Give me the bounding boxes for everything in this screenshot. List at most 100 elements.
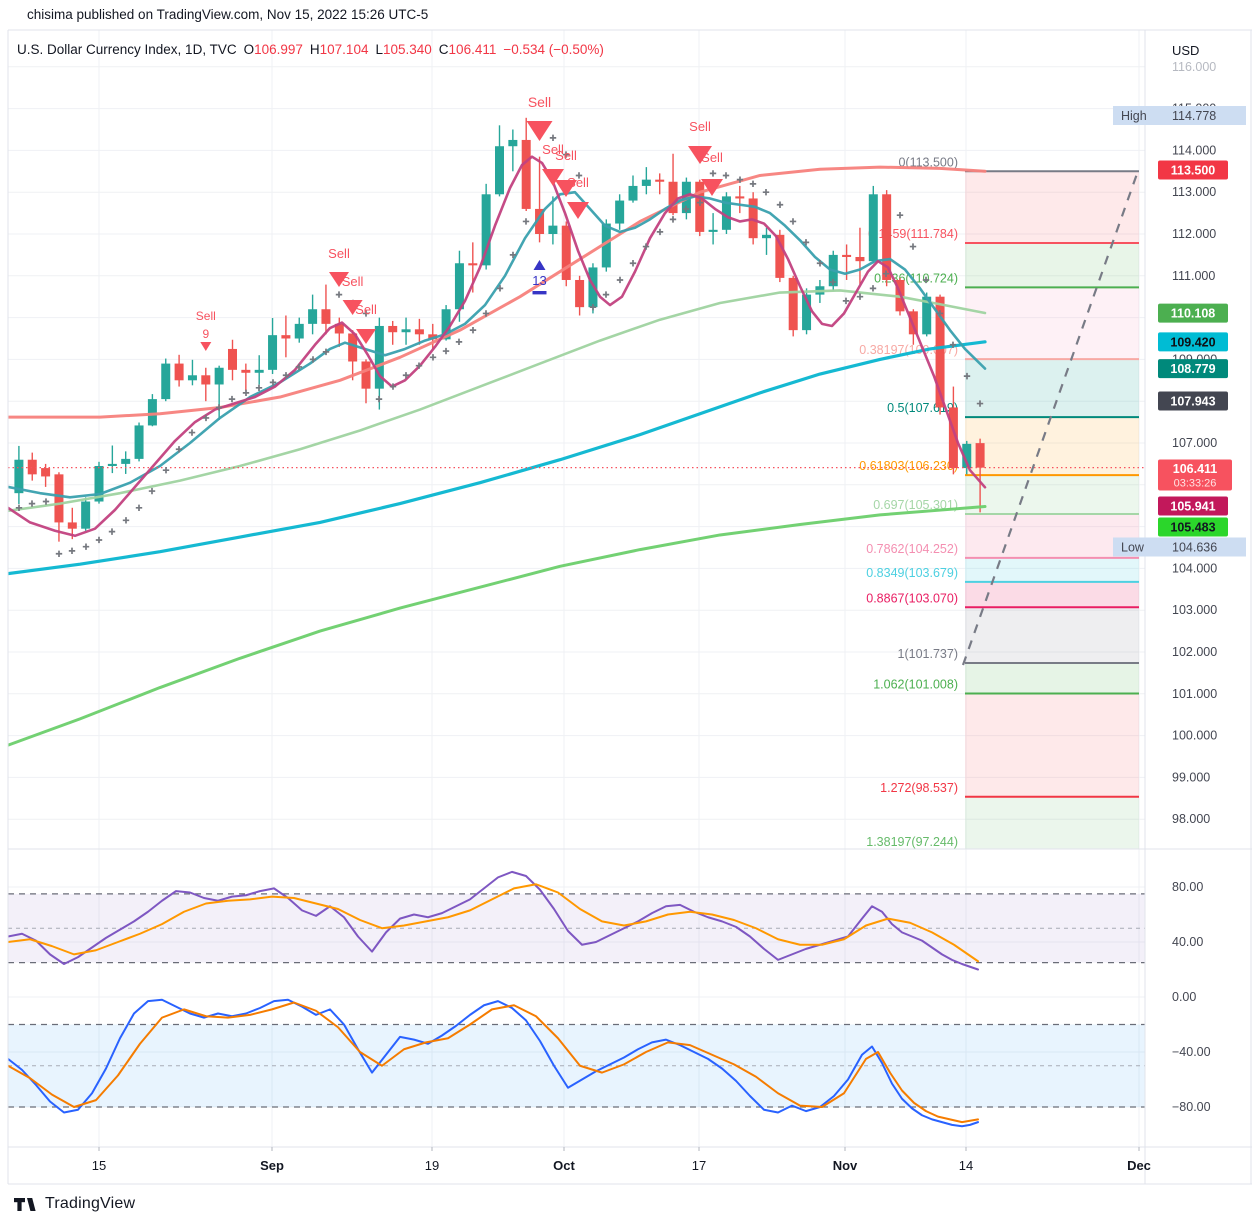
fib-band: [965, 475, 1139, 515]
sell-triangle-icon: [567, 202, 589, 219]
fib-label: 1(101.737): [898, 647, 958, 661]
time-label: Sep: [260, 1158, 284, 1173]
currency-label: USD: [1172, 43, 1200, 58]
symbol-name[interactable]: U.S. Dollar Currency Index, 1D, TVC: [17, 42, 237, 57]
candle-body: [27, 459, 37, 475]
sell-triangle-icon: [701, 179, 723, 196]
candle-body: [187, 375, 197, 381]
price-badge: [1158, 496, 1228, 516]
moving-averages-layer: [8, 155, 987, 747]
fib-label: 0(113.500): [898, 155, 958, 169]
oscillator-lines: [8, 870, 979, 1128]
candle-body: [121, 458, 131, 464]
close-value: 106.411: [448, 42, 497, 57]
sar-plus-layer: [15, 124, 984, 557]
current-price-value: 106.411: [1173, 462, 1218, 476]
candle-body: [575, 279, 585, 308]
close-label: C: [438, 42, 449, 57]
price-badge-value: 108.779: [1170, 362, 1215, 376]
price-axis[interactable]: 116.000115.000114.000113.000112.000111.0…: [1113, 60, 1246, 1114]
candle-body: [348, 333, 358, 362]
candle-body: [922, 296, 932, 335]
candle-body: [241, 369, 251, 373]
ma-long-cyan: [8, 340, 987, 576]
osc-blue: [8, 998, 979, 1128]
candle-body: [147, 399, 157, 426]
osc-tick: 80.00: [1172, 880, 1203, 894]
candle-body: [762, 234, 771, 239]
price-tick: 99.000: [1172, 770, 1210, 784]
price-badge-value: 113.500: [1171, 164, 1216, 178]
candle-body: [855, 256, 865, 262]
price-badge: [1158, 160, 1228, 180]
projection-trend-line[interactable]: [961, 170, 1140, 666]
candle-body: [214, 367, 224, 385]
candle-body: [802, 294, 812, 331]
plus-markers: [15, 124, 984, 557]
candle-body: [268, 335, 278, 370]
price-tick: 113.000: [1172, 185, 1216, 199]
time-label: Oct: [553, 1158, 575, 1173]
time-label: 14: [959, 1158, 973, 1173]
tradingview-logo[interactable]: [14, 1194, 38, 1214]
sell-label: Sell: [542, 142, 564, 157]
sell-triangle-icon: [688, 146, 712, 164]
time-label: Dec: [1127, 1158, 1151, 1173]
candle-body: [882, 194, 892, 280]
publish-header: chisima published on TradingView.com, No…: [27, 7, 429, 22]
fib-band: [965, 359, 1139, 418]
fib-band: [965, 693, 1139, 797]
ma-fast-magenta: [8, 155, 987, 538]
candle-body: [775, 234, 785, 278]
price-tick: 101.000: [1172, 687, 1217, 701]
candle-body: [361, 361, 371, 389]
osc-tick: 40.00: [1172, 935, 1203, 949]
time-label: Nov: [833, 1158, 858, 1173]
low-value: 105.340: [382, 42, 432, 57]
candle-body: [615, 200, 625, 224]
sell-label: Sell: [555, 148, 577, 163]
price-tick: 114.000: [1172, 143, 1216, 157]
price-badge: [1158, 391, 1228, 411]
signals-layer: Sell9SellSellSellSellSellSellSellSellSel…: [196, 94, 723, 351]
change-value: −0.534 (−0.50%): [503, 42, 604, 57]
candle-body: [668, 181, 678, 214]
sell-label: Sell: [701, 150, 723, 165]
sell-count-label: 9: [202, 327, 209, 341]
fib-label: 0.38197(109.007): [859, 343, 958, 357]
buy-triangle-icon: [533, 260, 546, 270]
low-marker-label: Low: [1121, 541, 1145, 555]
fib-label: 0.8349(103.679): [866, 566, 958, 580]
price-tick: 100.000: [1172, 729, 1217, 743]
fib-band: [965, 581, 1139, 608]
sell-label: Sell: [355, 302, 377, 317]
candle-body: [441, 309, 451, 340]
candle-body: [414, 329, 424, 335]
ma-fast-teal: [8, 190, 987, 499]
time-axis[interactable]: 15 Sep 19 Oct 17 Nov 14 Dec: [92, 1147, 1151, 1173]
candle-body: [535, 208, 545, 234]
ma-200-green: [8, 505, 987, 747]
fib-label: 0.7862(104.252): [866, 542, 958, 556]
fib-band: [965, 796, 1139, 849]
ma-salmon: [8, 165, 987, 419]
candle-body: [41, 468, 51, 477]
sell-label: Sell: [528, 94, 551, 110]
high-marker-pill: [1113, 106, 1246, 125]
candle-body: [81, 501, 91, 529]
high-marker-label: High: [1121, 109, 1147, 123]
candle-body: [454, 263, 464, 310]
sell-label: Sell: [328, 246, 350, 261]
candle-body: [308, 309, 318, 324]
low-label: L: [375, 42, 383, 57]
fib-label: 0.1459(111.784): [868, 227, 958, 241]
open-label: O: [243, 42, 255, 57]
price-tick: 104.000: [1172, 561, 1217, 575]
candle-body: [134, 425, 144, 459]
low-marker-value: 104.636: [1172, 541, 1217, 555]
high-marker-value: 114.778: [1172, 109, 1216, 123]
candle-body: [161, 363, 171, 400]
candle-body: [561, 225, 571, 280]
